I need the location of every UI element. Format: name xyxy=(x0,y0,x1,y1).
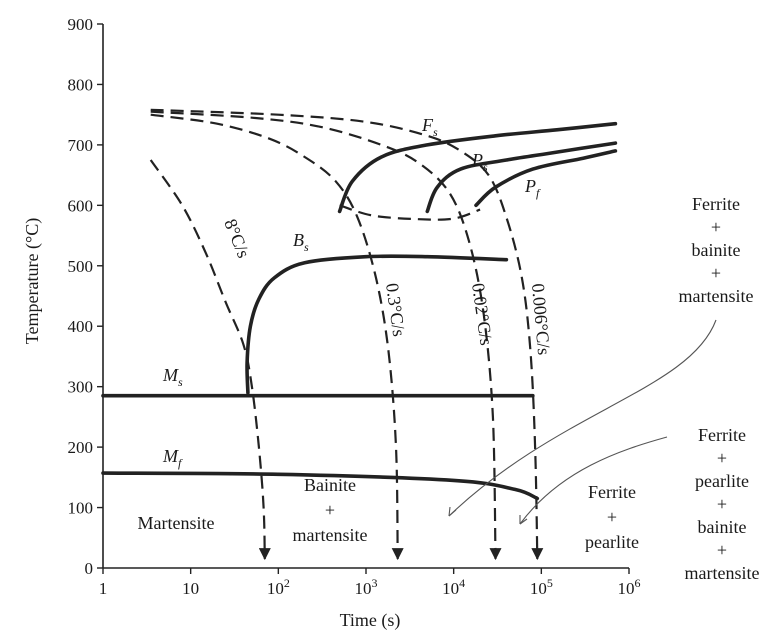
region-label-ferrite-pearlite-bainite-martensite: + xyxy=(717,448,727,468)
region-label-ferrite-pearlite: Ferrite xyxy=(588,482,636,502)
curve-label: Ms xyxy=(162,365,183,389)
curve-label: Bs xyxy=(293,230,309,254)
cooling-rate-label: 0.3°C/s xyxy=(382,282,409,338)
x-tick-label: 10 xyxy=(182,579,199,598)
region-label-ferrite-bainite-martensite: + xyxy=(711,263,721,283)
cooling-rate-label: 8°C/s xyxy=(220,216,254,261)
pointer-line xyxy=(519,436,668,525)
region-label-ferrite-bainite-martensite: martensite xyxy=(679,286,754,306)
transformation-curve xyxy=(425,141,618,214)
region-label-ferrite-pearlite-bainite-martensite: martensite xyxy=(685,563,760,583)
x-tick-exponent: 5 xyxy=(547,576,553,590)
x-tick-exponent: 4 xyxy=(459,576,465,590)
pointer-arrow xyxy=(448,506,457,517)
region-label-martensite: Martensite xyxy=(138,513,215,533)
region-label-bainite-martensite: + xyxy=(325,500,335,520)
x-tick-exponent: 2 xyxy=(284,576,290,590)
pointer-line xyxy=(448,319,717,517)
y-tick-label: 800 xyxy=(68,75,94,94)
transformation-curve xyxy=(245,254,509,395)
transformation-curve xyxy=(337,121,618,214)
x-tick-label: 1 xyxy=(99,579,108,598)
region-label-ferrite-pearlite-bainite-martensite: pearlite xyxy=(695,471,749,491)
curve-label-subscript: f xyxy=(178,456,183,470)
x-tick-exponent: 3 xyxy=(372,576,378,590)
transformation-curve xyxy=(474,149,618,208)
curve-label-subscript: s xyxy=(433,125,438,139)
curve-label-subscript: s xyxy=(178,375,183,389)
transformation-curve xyxy=(101,471,540,501)
curves xyxy=(101,108,618,561)
x-tick-label: 106 xyxy=(618,576,641,598)
x-tick-label: 103 xyxy=(355,576,378,598)
x-tick-exponent: 6 xyxy=(635,576,641,590)
curve-label: Pf xyxy=(524,176,541,200)
y-tick-label: 0 xyxy=(85,559,94,578)
y-tick-label: 400 xyxy=(68,317,94,336)
x-axis-title: Time (s) xyxy=(340,610,401,631)
x-tick-label: 102 xyxy=(267,576,290,598)
region-label-ferrite-pearlite-bainite-martensite: + xyxy=(717,494,727,514)
x-tick-label: 105 xyxy=(530,576,553,598)
y-tick-label: 500 xyxy=(68,257,94,276)
y-tick-label: 100 xyxy=(68,499,94,518)
curve-label-subscript: s xyxy=(483,160,488,174)
region-label-bainite-martensite: Bainite xyxy=(304,475,356,495)
cooling-curve xyxy=(149,159,271,561)
cooling-rate-label: 0.006°C/s xyxy=(528,283,554,356)
region-label-ferrite-pearlite: pearlite xyxy=(585,532,639,552)
region-label-bainite-martensite: martensite xyxy=(293,525,368,545)
transformation-start-boundary xyxy=(339,204,481,221)
cooling-curve xyxy=(150,113,404,561)
curve-label: Mf xyxy=(162,446,183,470)
region-label-ferrite-pearlite: + xyxy=(607,507,617,527)
cooling-rate-label: 0.02°C/s xyxy=(468,282,497,347)
region-label-ferrite-bainite-martensite: Ferrite xyxy=(692,194,740,214)
axes: 0 100 200 300 400 500 600 700 800 900 1 10 102 103 104… xyxy=(22,15,641,631)
curve-label-subscript: s xyxy=(304,240,309,254)
curve-label: Ps xyxy=(471,150,488,174)
region-label-ferrite-pearlite-bainite-martensite: + xyxy=(717,540,727,560)
x-tick-label: 104 xyxy=(442,576,465,598)
y-tick-label: 600 xyxy=(68,196,94,215)
curve-label-subscript: f xyxy=(536,186,541,200)
region-label-ferrite-bainite-martensite: bainite xyxy=(692,240,741,260)
y-tick-label: 900 xyxy=(68,15,94,34)
region-label-ferrite-pearlite-bainite-martensite: bainite xyxy=(698,517,747,537)
y-axis-title: Temperature (°C) xyxy=(22,218,43,344)
y-tick-label: 700 xyxy=(68,136,94,155)
y-tick-label: 200 xyxy=(68,438,94,457)
region-label-ferrite-bainite-martensite: + xyxy=(711,217,721,237)
pointer-arrow xyxy=(519,515,528,525)
region-label-ferrite-pearlite-bainite-martensite: Ferrite xyxy=(698,425,746,445)
y-tick-label: 300 xyxy=(68,378,94,397)
cooling-curve xyxy=(150,108,544,561)
